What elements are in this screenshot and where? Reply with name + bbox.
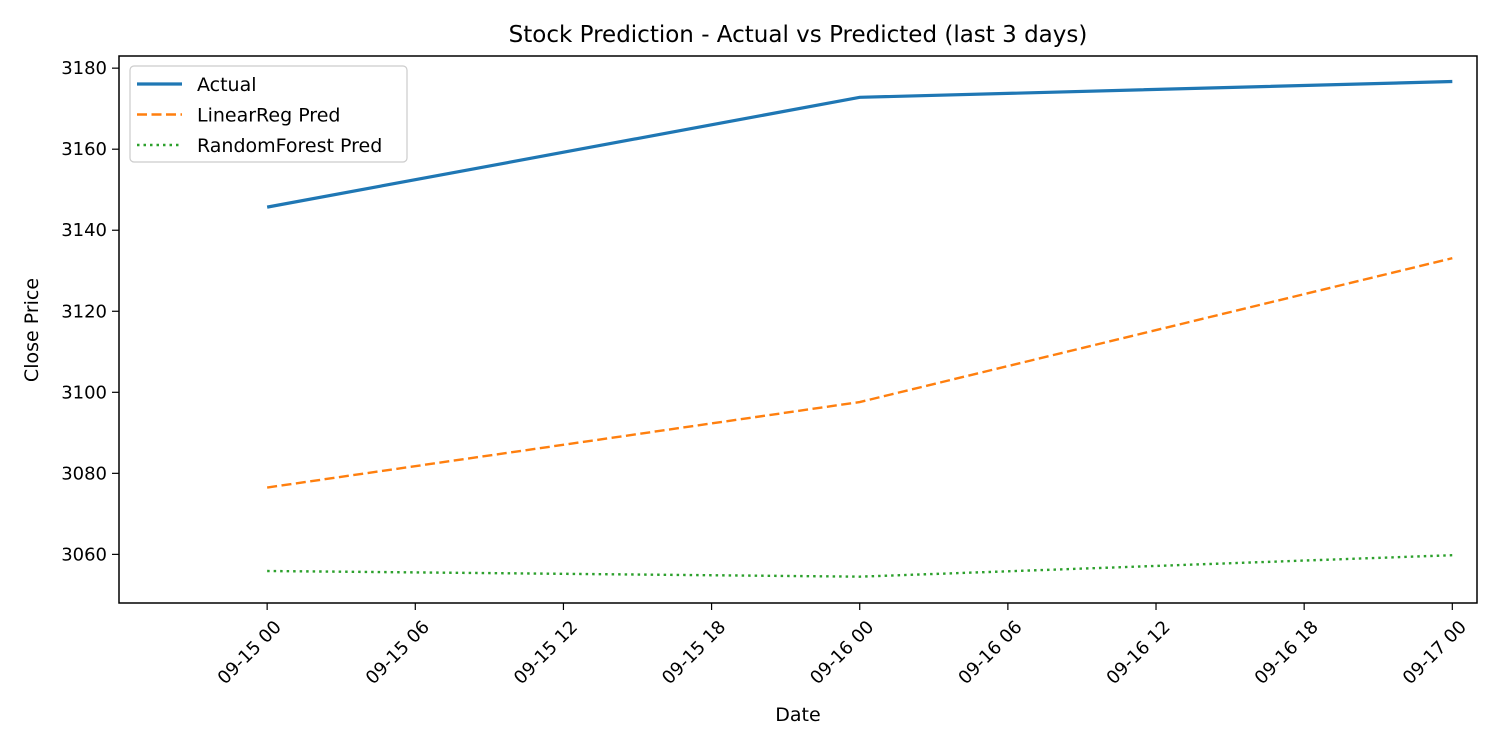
series-line-randomforest-pred [267, 553, 1453, 578]
legend-label: LinearReg Pred [197, 105, 340, 127]
y-tick-label: 3120 [61, 301, 107, 322]
legend: Actual LinearReg Pred RandomForest Pred [129, 65, 408, 163]
series-line-actual [266, 79, 1453, 209]
y-tick-label: 3080 [61, 463, 107, 484]
legend-label: RandomForest Pred [197, 135, 382, 157]
y-axis-label: Close Price [21, 278, 43, 382]
y-tick-label: 3140 [61, 220, 107, 241]
legend-box [129, 65, 408, 163]
series-lines [266, 79, 1453, 578]
y-tick-label: 3180 [61, 58, 107, 79]
legend-label: Actual [197, 74, 257, 96]
y-tick-label: 3100 [61, 382, 107, 403]
chart-title: Stock Prediction - Actual vs Predicted (… [509, 22, 1088, 48]
x-axis-label: Date [775, 704, 820, 726]
series-line-linearreg-pred [266, 257, 1453, 489]
plot-area-frame [118, 55, 1478, 604]
y-tick-label: 3160 [61, 139, 107, 160]
y-tick-label: 3060 [61, 544, 107, 565]
